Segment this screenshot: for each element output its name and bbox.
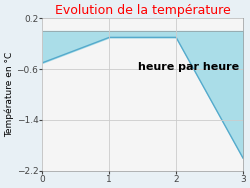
Title: Evolution de la température: Evolution de la température — [55, 4, 231, 17]
Y-axis label: Température en °C: Température en °C — [4, 52, 14, 137]
Text: heure par heure: heure par heure — [138, 62, 240, 72]
